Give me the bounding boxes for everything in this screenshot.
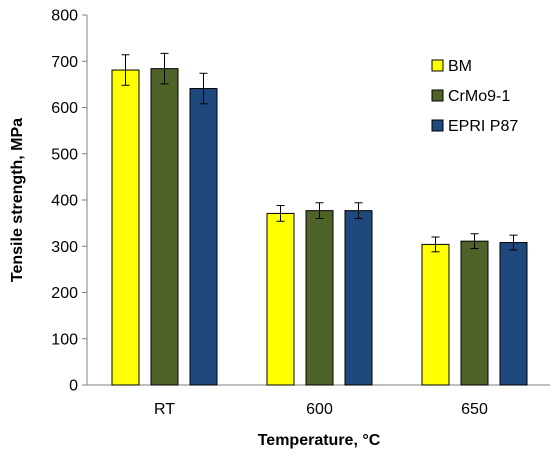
error-bars bbox=[121, 52, 518, 253]
x-tick-label: RT bbox=[154, 401, 175, 418]
legend-swatch bbox=[431, 89, 444, 102]
legend-swatch bbox=[431, 119, 444, 132]
bar-bm-650 bbox=[421, 243, 450, 386]
x-tick-label: 650 bbox=[461, 401, 488, 418]
y-tick-label: 0 bbox=[69, 378, 78, 395]
y-tick-label: 800 bbox=[51, 8, 78, 25]
bar-crmo9-1-600 bbox=[305, 210, 334, 386]
bar-bm-rt bbox=[111, 69, 140, 386]
y-axis-title: Tensile strength, MPa bbox=[9, 118, 26, 282]
x-axis: RT 600 650 bbox=[87, 384, 550, 418]
y-axis: 0 100 200 300 400 500 600 700 800 bbox=[51, 8, 88, 395]
x-tick-label: 600 bbox=[306, 401, 333, 418]
y-tick-label: 300 bbox=[51, 239, 78, 256]
legend: BM CrMo9-1 EPRI P87 bbox=[431, 58, 518, 135]
y-tick-label: 500 bbox=[51, 146, 78, 163]
x-axis-title: Temperature, °C bbox=[258, 432, 381, 449]
bars bbox=[111, 68, 528, 386]
legend-swatch bbox=[431, 59, 444, 72]
bar-epri-p87-650 bbox=[499, 242, 528, 386]
y-tick-label: 700 bbox=[51, 54, 78, 71]
bar-crmo9-1-rt bbox=[150, 68, 179, 386]
bar-epri-p87-600 bbox=[344, 210, 373, 386]
bar-epri-p87-rt bbox=[189, 88, 218, 386]
bar-crmo9-1-650 bbox=[460, 240, 489, 386]
legend-label: EPRI P87 bbox=[448, 118, 518, 135]
bar-bm-600 bbox=[266, 212, 295, 386]
y-tick-label: 400 bbox=[51, 193, 78, 210]
legend-label: CrMo9-1 bbox=[448, 88, 510, 105]
legend-label: BM bbox=[448, 58, 472, 75]
y-tick-label: 200 bbox=[51, 285, 78, 302]
y-tick-label: 600 bbox=[51, 100, 78, 117]
y-tick-label: 100 bbox=[51, 331, 78, 348]
